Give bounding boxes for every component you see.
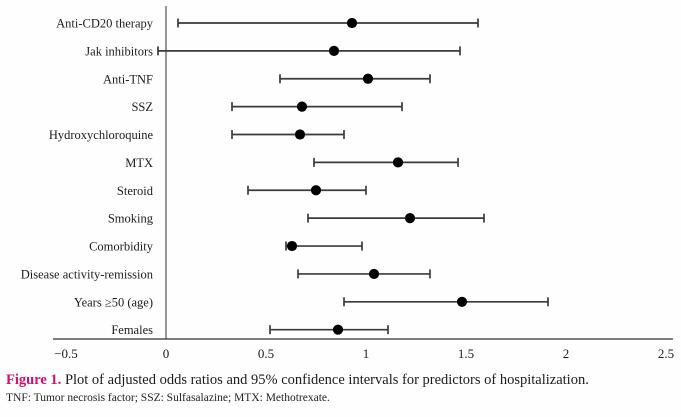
odds-ratio-point	[332, 324, 344, 335]
category-label: Years ≥50 (age)	[74, 295, 153, 309]
odds-ratio-point	[296, 101, 308, 112]
figure-label: Figure 1.	[6, 372, 62, 388]
category-label: Comorbidity	[89, 240, 154, 254]
x-tick-label: 1.5	[458, 346, 474, 361]
odds-ratio-point	[328, 45, 340, 56]
odds-ratio-point	[346, 17, 358, 29]
x-tick-label: 2	[563, 346, 570, 361]
category-label: SSZ	[131, 100, 153, 114]
odds-ratio-point	[294, 129, 306, 140]
x-tick-label: 0	[163, 346, 170, 361]
forest-plot: −0.5 0 0.5 1 1.5 2 2.5 Anti-CD20 therapy Jak inh…	[21, 6, 674, 361]
figure-caption: Figure 1. Plot of adjusted odds ratios a…	[0, 370, 681, 390]
odds-ratio-point	[362, 73, 374, 84]
category-label: Disease activity-remission	[21, 267, 154, 281]
odds-ratio-point	[286, 240, 298, 252]
category-label: Females	[111, 323, 153, 337]
x-tick-label: 0.5	[258, 346, 274, 361]
odds-ratio-point	[392, 157, 404, 168]
category-label: Hydroxychloroquine	[49, 128, 154, 142]
odds-ratio-point	[456, 296, 468, 307]
figure-footnote: TNF: Tumor necrosis factor; SSZ: Sulfasa…	[6, 392, 330, 404]
x-tick-label: −0.5	[54, 346, 78, 361]
x-tick-label: 1	[363, 346, 370, 361]
odds-ratio-point	[368, 268, 380, 280]
odds-ratio-point	[310, 185, 322, 196]
category-label: MTX	[125, 156, 153, 170]
category-label: Anti-TNF	[103, 72, 153, 86]
x-tick-label: 2.5	[658, 346, 674, 361]
category-label: Jak inhibitors	[85, 44, 153, 58]
odds-ratio-point	[404, 213, 416, 224]
category-label: Smoking	[108, 212, 154, 226]
figure-caption-text: Plot of adjusted odds ratios and 95% con…	[64, 372, 589, 388]
category-label: Steroid	[117, 184, 154, 198]
category-label: Anti-CD20 therapy	[56, 17, 154, 31]
